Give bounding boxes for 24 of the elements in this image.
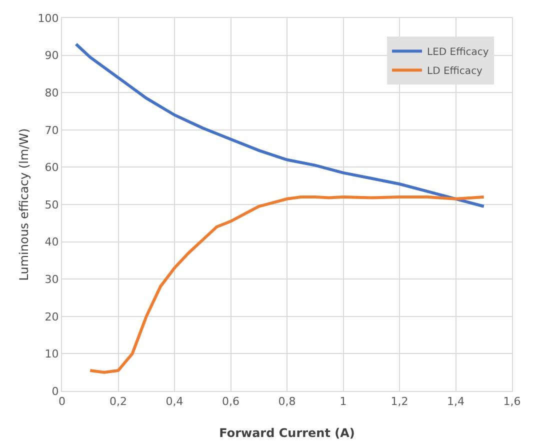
x-tick-label: 1,2 (390, 395, 408, 408)
x-tick-label: 0,4 (166, 395, 184, 408)
y-tick-label: 60 (44, 161, 59, 174)
line-series (88, 196, 486, 374)
legend-label: LED Efficacy (427, 47, 489, 58)
y-tick-label: 70 (44, 124, 59, 137)
y-tick-label: 90 (44, 49, 59, 62)
y-tick-label: 50 (44, 198, 59, 212)
y-tick-label: 100 (38, 12, 59, 25)
x-axis-title: Forward Current (A) (219, 426, 355, 440)
y-tick-label: 20 (44, 310, 59, 324)
x-tick-label: 1,4 (447, 395, 464, 408)
x-tick-label: 1,6 (503, 395, 521, 408)
x-tick-label: 0,8 (278, 395, 296, 408)
y-tick-label: 40 (44, 236, 59, 249)
legend-label: LD Efficacy (427, 66, 483, 78)
y-axis-title: Luminous efficacy (lm/W) (17, 128, 31, 281)
y-tick-label: 30 (44, 272, 59, 286)
x-tick-label: 0,6 (222, 395, 240, 408)
y-tick-label: 10 (44, 348, 59, 361)
x-tick-label: 0,2 (110, 395, 127, 408)
y-tick-label: 0 (52, 384, 59, 398)
x-tick-label: 1 (340, 395, 347, 408)
y-tick-label: 80 (44, 86, 59, 100)
